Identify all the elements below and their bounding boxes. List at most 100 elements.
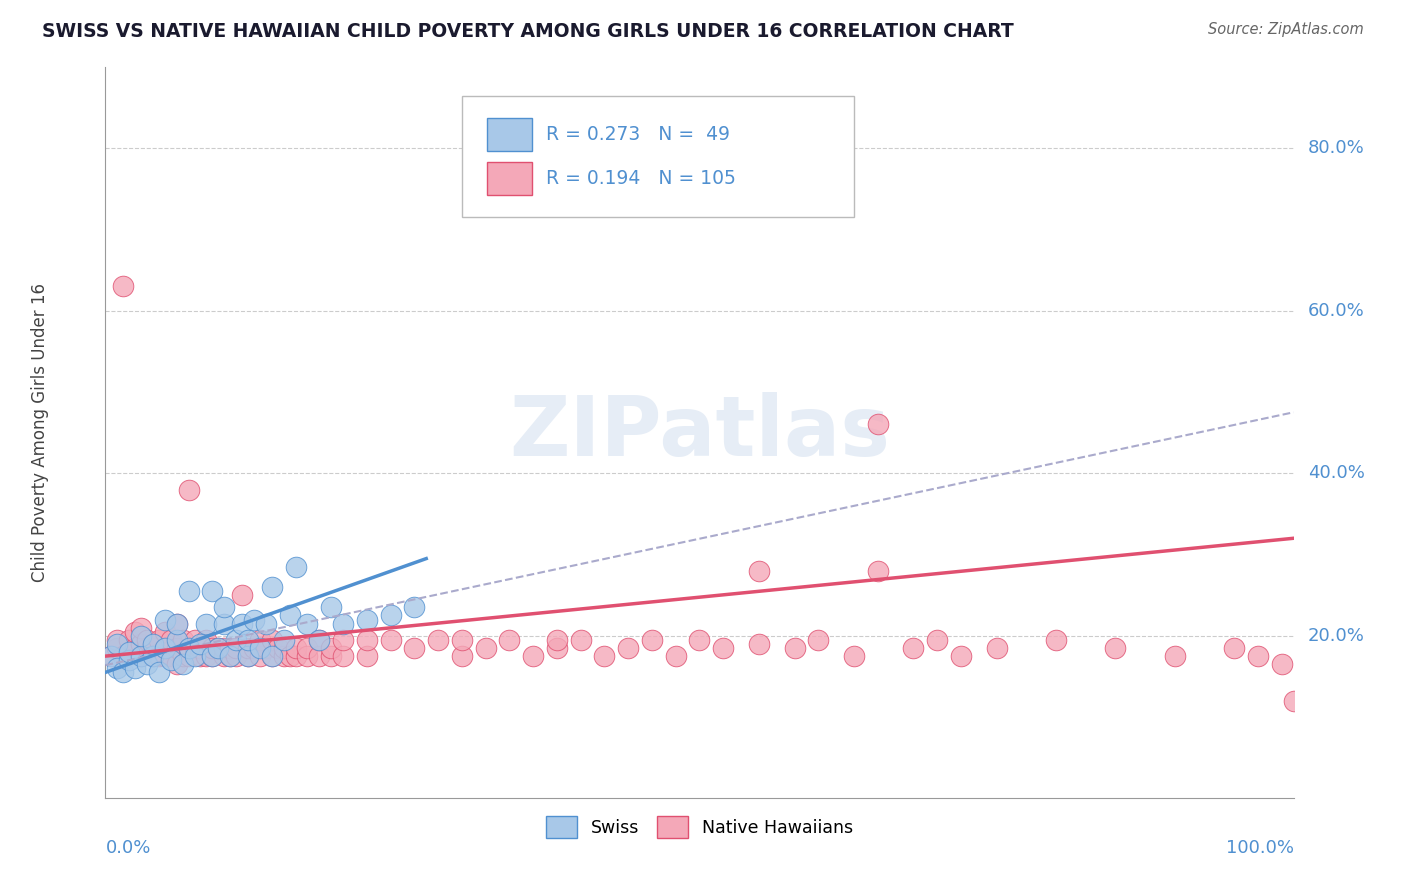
Point bbox=[201, 584, 224, 599]
Point bbox=[243, 613, 266, 627]
Point bbox=[136, 640, 159, 655]
Point bbox=[142, 649, 165, 664]
Point bbox=[172, 649, 194, 664]
Point bbox=[112, 649, 135, 664]
Point bbox=[284, 559, 307, 574]
Point bbox=[166, 616, 188, 631]
Point bbox=[546, 640, 568, 655]
Point bbox=[118, 645, 141, 659]
Point bbox=[249, 632, 271, 647]
Point bbox=[689, 632, 711, 647]
Text: Source: ZipAtlas.com: Source: ZipAtlas.com bbox=[1208, 22, 1364, 37]
Text: SWISS VS NATIVE HAWAIIAN CHILD POVERTY AMONG GIRLS UNDER 16 CORRELATION CHART: SWISS VS NATIVE HAWAIIAN CHILD POVERTY A… bbox=[42, 22, 1014, 41]
Point bbox=[207, 640, 229, 655]
Point bbox=[249, 640, 271, 655]
FancyBboxPatch shape bbox=[486, 162, 531, 195]
Point bbox=[153, 640, 176, 655]
Point bbox=[243, 640, 266, 655]
Point bbox=[159, 649, 181, 664]
Point bbox=[236, 649, 259, 664]
FancyBboxPatch shape bbox=[486, 119, 531, 152]
Point bbox=[332, 649, 354, 664]
Point bbox=[153, 649, 176, 664]
Point bbox=[321, 640, 343, 655]
Point bbox=[297, 649, 319, 664]
Point bbox=[903, 640, 925, 655]
Point bbox=[1164, 649, 1187, 664]
Point bbox=[949, 649, 972, 664]
Point bbox=[166, 640, 188, 655]
Point bbox=[260, 649, 283, 664]
Point bbox=[866, 417, 889, 432]
Point bbox=[321, 600, 343, 615]
Point bbox=[183, 640, 205, 655]
Point bbox=[249, 649, 271, 664]
Point bbox=[569, 632, 592, 647]
Point bbox=[356, 632, 378, 647]
Point bbox=[124, 661, 146, 675]
Point bbox=[201, 649, 224, 664]
Point bbox=[112, 665, 135, 680]
Point bbox=[201, 640, 224, 655]
Point bbox=[105, 632, 128, 647]
Point bbox=[118, 632, 141, 647]
Point bbox=[177, 483, 200, 497]
Point bbox=[308, 632, 330, 647]
Point bbox=[105, 640, 128, 655]
Point bbox=[356, 613, 378, 627]
Point bbox=[129, 649, 152, 664]
Text: 60.0%: 60.0% bbox=[1308, 301, 1365, 319]
Text: R = 0.194   N = 105: R = 0.194 N = 105 bbox=[546, 169, 737, 188]
Point bbox=[195, 649, 218, 664]
Point bbox=[190, 640, 212, 655]
Point bbox=[207, 640, 229, 655]
Point bbox=[297, 616, 319, 631]
Point bbox=[118, 645, 141, 659]
Point bbox=[404, 640, 426, 655]
Point bbox=[1223, 640, 1246, 655]
Point bbox=[159, 653, 181, 667]
FancyBboxPatch shape bbox=[461, 96, 853, 217]
Point bbox=[172, 632, 194, 647]
Point bbox=[236, 632, 259, 647]
Point bbox=[308, 632, 330, 647]
Point bbox=[617, 640, 640, 655]
Point bbox=[172, 657, 194, 672]
Point bbox=[254, 640, 277, 655]
Point bbox=[404, 600, 426, 615]
Point bbox=[925, 632, 948, 647]
Point bbox=[450, 649, 472, 664]
Point bbox=[214, 616, 236, 631]
Point bbox=[260, 649, 283, 664]
Point bbox=[166, 657, 188, 672]
Point bbox=[427, 632, 450, 647]
Point bbox=[284, 640, 307, 655]
Point bbox=[225, 632, 247, 647]
Point bbox=[177, 584, 200, 599]
Point bbox=[177, 640, 200, 655]
Point bbox=[380, 608, 402, 623]
Text: ZIPatlas: ZIPatlas bbox=[509, 392, 890, 473]
Point bbox=[231, 616, 253, 631]
Point bbox=[153, 640, 176, 655]
Point bbox=[100, 649, 122, 664]
Point bbox=[522, 649, 544, 664]
Point bbox=[105, 637, 128, 651]
Point bbox=[273, 640, 295, 655]
Point bbox=[129, 629, 152, 643]
Point bbox=[284, 649, 307, 664]
Point bbox=[124, 624, 146, 639]
Point bbox=[748, 637, 770, 651]
Point bbox=[129, 621, 152, 635]
Point bbox=[308, 649, 330, 664]
Point bbox=[214, 600, 236, 615]
Point bbox=[177, 640, 200, 655]
Point bbox=[1271, 657, 1294, 672]
Point bbox=[142, 637, 165, 651]
Point bbox=[665, 649, 688, 664]
Legend: Swiss, Native Hawaiians: Swiss, Native Hawaiians bbox=[538, 809, 860, 845]
Point bbox=[593, 649, 616, 664]
Point bbox=[219, 649, 242, 664]
Point bbox=[297, 640, 319, 655]
Point bbox=[112, 279, 135, 293]
